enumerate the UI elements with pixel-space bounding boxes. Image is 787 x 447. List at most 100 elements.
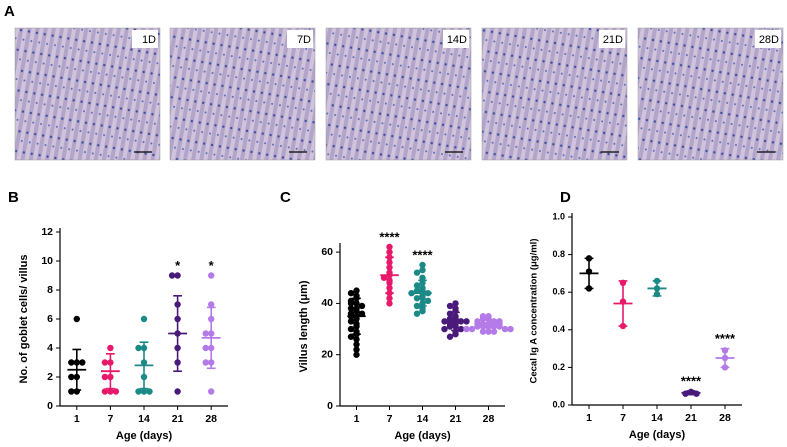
data-point (68, 373, 75, 381)
x-axis-label: Age (days) (116, 430, 173, 442)
image-label: 1D (142, 34, 156, 46)
y-tick-label: 12 (41, 226, 53, 238)
data-point (101, 359, 109, 366)
data-point (463, 325, 470, 333)
panel-label: A (4, 3, 15, 20)
data-point (408, 289, 415, 297)
data-point (174, 272, 181, 279)
x-tick-label: 14 (138, 413, 150, 425)
histology-image (169, 27, 316, 161)
data-point (353, 346, 360, 353)
y-tick-label: 0.0 (552, 399, 565, 409)
data-point (452, 330, 459, 338)
data-point (347, 300, 355, 307)
data-point (135, 344, 142, 352)
x-tick-label: 21 (685, 412, 697, 424)
data-point (347, 305, 355, 312)
data-point (446, 333, 454, 340)
x-tick-label: 28 (483, 413, 495, 425)
histology-image (481, 27, 628, 161)
data-point (413, 269, 421, 276)
data-point (135, 388, 142, 395)
y-tick-label: 0.6 (552, 287, 565, 297)
data-point (380, 274, 388, 281)
data-point (468, 325, 476, 333)
data-point (419, 274, 426, 281)
data-point (140, 315, 148, 323)
data-point (474, 323, 481, 330)
data-point (413, 282, 421, 289)
panel-label: D (560, 189, 571, 206)
data-point (347, 333, 355, 340)
data-point (479, 328, 487, 335)
data-point (107, 388, 114, 395)
data-point (386, 295, 393, 302)
y-tick-label: 4 (47, 342, 53, 354)
data-point (202, 359, 209, 366)
x-tick-label: 1 (586, 412, 592, 424)
data-point (353, 341, 360, 348)
data-point (419, 307, 426, 315)
histology-image (637, 27, 784, 161)
data-point (347, 325, 355, 333)
significance: * (209, 258, 215, 273)
x-tick-label: 7 (387, 413, 393, 425)
panel-label: B (8, 189, 19, 206)
data-point (202, 344, 209, 352)
panel-label: C (280, 189, 291, 206)
data-point (68, 359, 75, 366)
data-point (485, 328, 492, 335)
data-point (174, 388, 181, 395)
x-tick-label: 7 (620, 412, 626, 424)
y-tick-label: 2 (47, 371, 53, 383)
data-point (353, 351, 360, 358)
data-point (101, 388, 109, 395)
x-tick-label: 28 (205, 413, 217, 425)
label-box (755, 30, 781, 48)
x-tick-label: 21 (450, 413, 462, 425)
significance: **** (681, 373, 702, 388)
data-point (446, 323, 454, 330)
data-point (457, 325, 465, 333)
label-box (599, 30, 625, 48)
data-point (463, 318, 470, 325)
y-tick-label: 6 (47, 313, 53, 325)
data-point (73, 315, 81, 323)
x-axis-label: Age (days) (629, 429, 686, 441)
data-point (413, 302, 421, 310)
label-box (132, 30, 158, 48)
y-tick-label: 0.8 (552, 249, 565, 259)
data-point (419, 266, 426, 274)
label-box (287, 30, 313, 48)
data-point (490, 328, 498, 335)
data-point (452, 300, 459, 307)
data-point (353, 287, 360, 294)
data-point (347, 318, 355, 325)
y-axis-label: Cecal Ig A concentration (μg/ml) (529, 239, 540, 384)
significance: **** (715, 331, 736, 346)
image-label: 21D (603, 34, 623, 46)
y-tick-label: 0.2 (552, 362, 565, 372)
data-point (507, 325, 514, 333)
data-point (358, 302, 366, 310)
x-axis-label: Age (days) (394, 430, 451, 442)
x-tick-label: 7 (107, 413, 113, 425)
data-point (446, 315, 454, 323)
significance: * (175, 258, 181, 273)
data-point (79, 359, 86, 366)
x-tick-label: 28 (719, 412, 731, 424)
data-point (202, 330, 209, 337)
y-tick-label: 60 (321, 246, 333, 258)
data-point (112, 388, 120, 395)
y-axis-label: No. of goblet cells/ villus (18, 255, 30, 384)
label-box (443, 30, 469, 48)
y-axis-label: Villus length (μm) (298, 280, 310, 372)
data-point (208, 388, 215, 395)
significance: **** (412, 247, 433, 262)
data-point (386, 248, 393, 256)
data-point (101, 373, 109, 381)
histology-image (325, 27, 472, 161)
y-tick-label: 0 (327, 400, 333, 412)
data-point (353, 336, 360, 343)
